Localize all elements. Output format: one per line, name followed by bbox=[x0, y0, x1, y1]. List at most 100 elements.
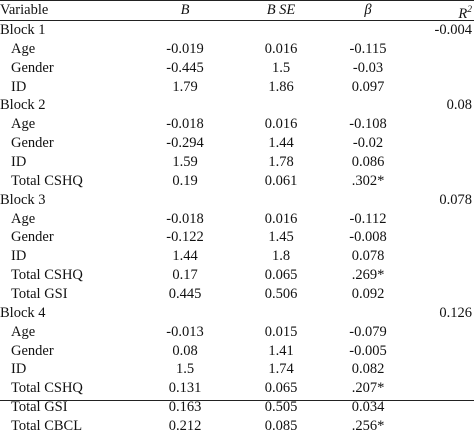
variable-label: Age bbox=[11, 323, 36, 340]
beta-value: -0.005 bbox=[349, 342, 387, 359]
b-se-value: 0.016 bbox=[264, 116, 298, 133]
table-row: Gender -0.122 1.45 -0.008 bbox=[0, 228, 474, 246]
table-row: Gender -0.445 1.5 -0.03 bbox=[0, 59, 474, 77]
beta-value: 0.086 bbox=[351, 154, 385, 170]
variable-label: Total CBCL bbox=[11, 417, 83, 434]
header-r-squared-superscript: 2 bbox=[467, 5, 472, 15]
block-header-row: Block 2 0.08 bbox=[0, 96, 474, 114]
table-row: Total CSHQ 0.131 0.065 .207* bbox=[0, 379, 474, 397]
beta-value: -0.02 bbox=[352, 135, 384, 152]
block-title: Block 4 bbox=[0, 304, 46, 321]
b-se-value: 1.74 bbox=[268, 361, 294, 378]
header-variable: Variable bbox=[0, 2, 49, 18]
beta-value: .302* bbox=[351, 172, 385, 189]
table-row: Age -0.019 0.016 -0.115 bbox=[0, 40, 474, 58]
table-row: Age -0.018 0.016 -0.112 bbox=[0, 210, 474, 228]
beta-value: -0.079 bbox=[349, 323, 387, 340]
b-value: -0.294 bbox=[166, 135, 204, 152]
b-se-value: 0.015 bbox=[264, 323, 298, 340]
variable-label: Gender bbox=[11, 342, 54, 359]
b-value: 1.59 bbox=[172, 154, 198, 170]
table-row: ID 1.5 1.74 0.082 bbox=[0, 360, 474, 378]
beta-value: .256* bbox=[351, 417, 385, 434]
b-se-value: 0.065 bbox=[264, 267, 298, 284]
b-se-value: 0.016 bbox=[264, 40, 298, 57]
variable-label: ID bbox=[11, 361, 27, 378]
b-se-value: 0.506 bbox=[264, 285, 298, 302]
b-se-value: 0.065 bbox=[264, 380, 298, 397]
b-value: -0.445 bbox=[166, 59, 204, 76]
b-value: -0.013 bbox=[166, 323, 204, 340]
variable-label: Total CSHQ bbox=[11, 172, 83, 189]
block-title: Block 1 bbox=[0, 22, 46, 38]
variable-label: ID bbox=[11, 248, 27, 265]
bottom-rule bbox=[0, 400, 474, 401]
b-value: 0.131 bbox=[168, 380, 202, 397]
b-value: 0.19 bbox=[172, 172, 198, 189]
variable-label: Age bbox=[11, 116, 36, 133]
variable-label: Total GSI bbox=[11, 285, 68, 302]
b-se-value: 0.061 bbox=[264, 172, 298, 189]
block-title: Block 3 bbox=[0, 191, 46, 208]
b-value: 0.17 bbox=[172, 267, 198, 284]
b-se-value: 1.5 bbox=[271, 59, 291, 76]
beta-value: -0.115 bbox=[349, 40, 387, 57]
table-row: ID 1.79 1.86 0.097 bbox=[0, 78, 474, 96]
b-value: -0.018 bbox=[166, 116, 204, 133]
block-header-row: Block 1 -0.004 bbox=[0, 21, 474, 39]
header-r-squared: R2 bbox=[414, 1, 472, 22]
beta-value: -0.112 bbox=[349, 210, 387, 227]
beta-value: 0.097 bbox=[351, 78, 385, 95]
variable-label: Gender bbox=[11, 135, 54, 152]
header-b: B bbox=[180, 2, 190, 18]
beta-value: -0.03 bbox=[352, 59, 384, 76]
table-row: Total CSHQ 0.19 0.061 .302* bbox=[0, 172, 474, 190]
beta-value: -0.108 bbox=[349, 116, 387, 133]
variable-label: Gender bbox=[11, 229, 54, 246]
b-se-value: 1.45 bbox=[268, 229, 294, 246]
block-r-squared: 0.08 bbox=[446, 97, 472, 114]
beta-value: 0.078 bbox=[351, 248, 385, 265]
block-r-squared: 0.126 bbox=[439, 304, 472, 321]
variable-label: Age bbox=[11, 210, 36, 227]
b-value: 0.445 bbox=[168, 285, 202, 302]
variable-label: Age bbox=[11, 40, 36, 57]
b-value: 1.5 bbox=[175, 361, 195, 378]
table-row: Age -0.013 0.015 -0.079 bbox=[0, 323, 474, 341]
block-r-squared: -0.004 bbox=[434, 22, 472, 38]
b-value: 1.79 bbox=[172, 78, 198, 95]
block-header-row: Block 4 0.126 bbox=[0, 304, 474, 322]
table-row: Age -0.018 0.016 -0.108 bbox=[0, 115, 474, 133]
block-r-squared: 0.078 bbox=[439, 191, 472, 208]
table-row: Gender 0.08 1.41 -0.005 bbox=[0, 342, 474, 360]
beta-value: 0.082 bbox=[351, 361, 385, 378]
b-se-value: 1.8 bbox=[271, 248, 291, 265]
block-title: Block 2 bbox=[0, 97, 46, 114]
b-se-value: 1.41 bbox=[268, 342, 294, 359]
table-row: ID 1.44 1.8 0.078 bbox=[0, 247, 474, 265]
table-row: Total CSHQ 0.17 0.065 .269* bbox=[0, 266, 474, 284]
b-value: -0.019 bbox=[166, 40, 204, 57]
table-row: ID 1.59 1.78 0.086 bbox=[0, 153, 474, 171]
b-se-value: 1.86 bbox=[268, 78, 294, 95]
b-se-value: 1.44 bbox=[268, 135, 294, 152]
b-se-value: 0.016 bbox=[264, 210, 298, 227]
beta-value: .207* bbox=[351, 380, 385, 397]
b-value: 1.44 bbox=[172, 248, 198, 265]
b-se-value: 1.78 bbox=[268, 154, 294, 170]
header-r-squared-base: R bbox=[458, 6, 468, 22]
variable-label: Total CSHQ bbox=[11, 267, 83, 284]
beta-value: .269* bbox=[351, 267, 385, 284]
b-value: 0.212 bbox=[168, 417, 202, 434]
variable-label: ID bbox=[11, 78, 27, 95]
b-value: -0.122 bbox=[166, 229, 204, 246]
beta-value: -0.008 bbox=[349, 229, 387, 246]
variable-label: Total CSHQ bbox=[11, 380, 83, 397]
variable-label: Gender bbox=[11, 59, 54, 76]
header-rule bbox=[0, 20, 474, 21]
table-row: Total GSI 0.445 0.506 0.092 bbox=[0, 285, 474, 303]
variable-label: ID bbox=[11, 154, 27, 170]
top-rule bbox=[0, 0, 474, 1]
header-beta: β bbox=[364, 2, 372, 18]
table-row: Gender -0.294 1.44 -0.02 bbox=[0, 134, 474, 152]
